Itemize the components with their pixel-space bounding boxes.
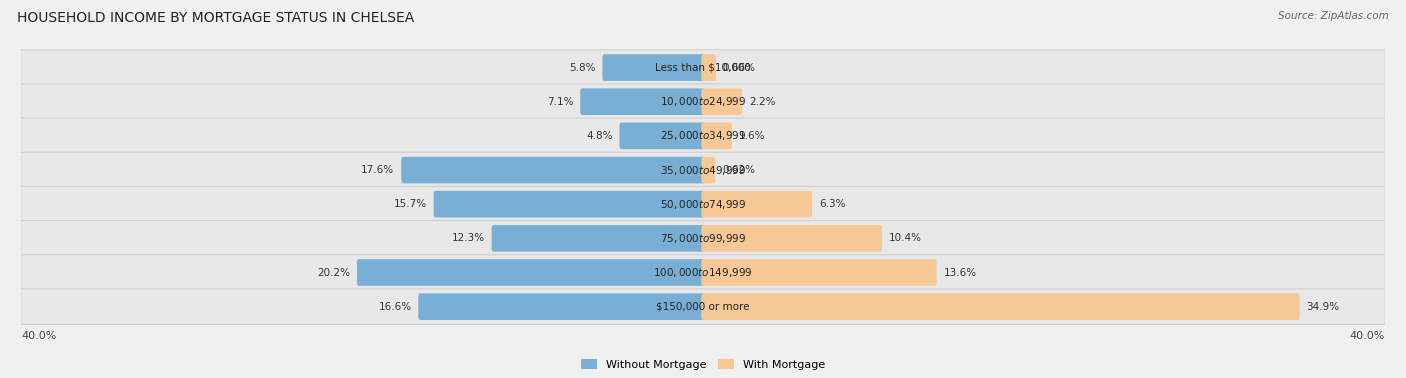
Text: 7.1%: 7.1% <box>547 97 574 107</box>
Text: 0.66%: 0.66% <box>723 63 756 73</box>
Text: 34.9%: 34.9% <box>1306 302 1340 311</box>
Text: $150,000 or more: $150,000 or more <box>657 302 749 311</box>
FancyBboxPatch shape <box>21 221 1385 256</box>
Text: Source: ZipAtlas.com: Source: ZipAtlas.com <box>1278 11 1389 21</box>
FancyBboxPatch shape <box>702 191 813 217</box>
FancyBboxPatch shape <box>702 54 716 81</box>
Text: $50,000 to $74,999: $50,000 to $74,999 <box>659 198 747 211</box>
FancyBboxPatch shape <box>581 88 704 115</box>
FancyBboxPatch shape <box>702 293 1299 320</box>
Text: 15.7%: 15.7% <box>394 199 427 209</box>
Text: 17.6%: 17.6% <box>361 165 395 175</box>
Text: 2.2%: 2.2% <box>749 97 776 107</box>
FancyBboxPatch shape <box>702 157 716 183</box>
Text: 12.3%: 12.3% <box>451 233 485 243</box>
Text: $100,000 to $149,999: $100,000 to $149,999 <box>654 266 752 279</box>
Text: $25,000 to $34,999: $25,000 to $34,999 <box>659 129 747 143</box>
FancyBboxPatch shape <box>357 259 704 286</box>
FancyBboxPatch shape <box>21 289 1385 324</box>
Text: HOUSEHOLD INCOME BY MORTGAGE STATUS IN CHELSEA: HOUSEHOLD INCOME BY MORTGAGE STATUS IN C… <box>17 11 415 25</box>
Text: 4.8%: 4.8% <box>586 131 613 141</box>
FancyBboxPatch shape <box>702 225 882 252</box>
Text: 1.6%: 1.6% <box>738 131 765 141</box>
Text: 40.0%: 40.0% <box>21 331 56 341</box>
Text: 5.8%: 5.8% <box>569 63 596 73</box>
FancyBboxPatch shape <box>433 191 704 217</box>
Text: 20.2%: 20.2% <box>318 268 350 277</box>
FancyBboxPatch shape <box>492 225 704 252</box>
FancyBboxPatch shape <box>419 293 704 320</box>
FancyBboxPatch shape <box>702 122 733 149</box>
Text: 40.0%: 40.0% <box>1350 331 1385 341</box>
FancyBboxPatch shape <box>21 255 1385 290</box>
Text: 0.62%: 0.62% <box>723 165 755 175</box>
FancyBboxPatch shape <box>620 122 704 149</box>
FancyBboxPatch shape <box>21 186 1385 222</box>
Text: $75,000 to $99,999: $75,000 to $99,999 <box>659 232 747 245</box>
Text: 13.6%: 13.6% <box>943 268 977 277</box>
Text: 6.3%: 6.3% <box>818 199 845 209</box>
FancyBboxPatch shape <box>21 50 1385 85</box>
Legend: Without Mortgage, With Mortgage: Without Mortgage, With Mortgage <box>576 355 830 374</box>
FancyBboxPatch shape <box>401 157 704 183</box>
Text: Less than $10,000: Less than $10,000 <box>655 63 751 73</box>
Text: $35,000 to $49,999: $35,000 to $49,999 <box>659 164 747 177</box>
FancyBboxPatch shape <box>702 88 742 115</box>
FancyBboxPatch shape <box>21 152 1385 188</box>
Text: 10.4%: 10.4% <box>889 233 922 243</box>
FancyBboxPatch shape <box>702 259 936 286</box>
Text: $10,000 to $24,999: $10,000 to $24,999 <box>659 95 747 108</box>
FancyBboxPatch shape <box>602 54 704 81</box>
FancyBboxPatch shape <box>21 84 1385 119</box>
FancyBboxPatch shape <box>21 118 1385 153</box>
Text: 16.6%: 16.6% <box>378 302 412 311</box>
